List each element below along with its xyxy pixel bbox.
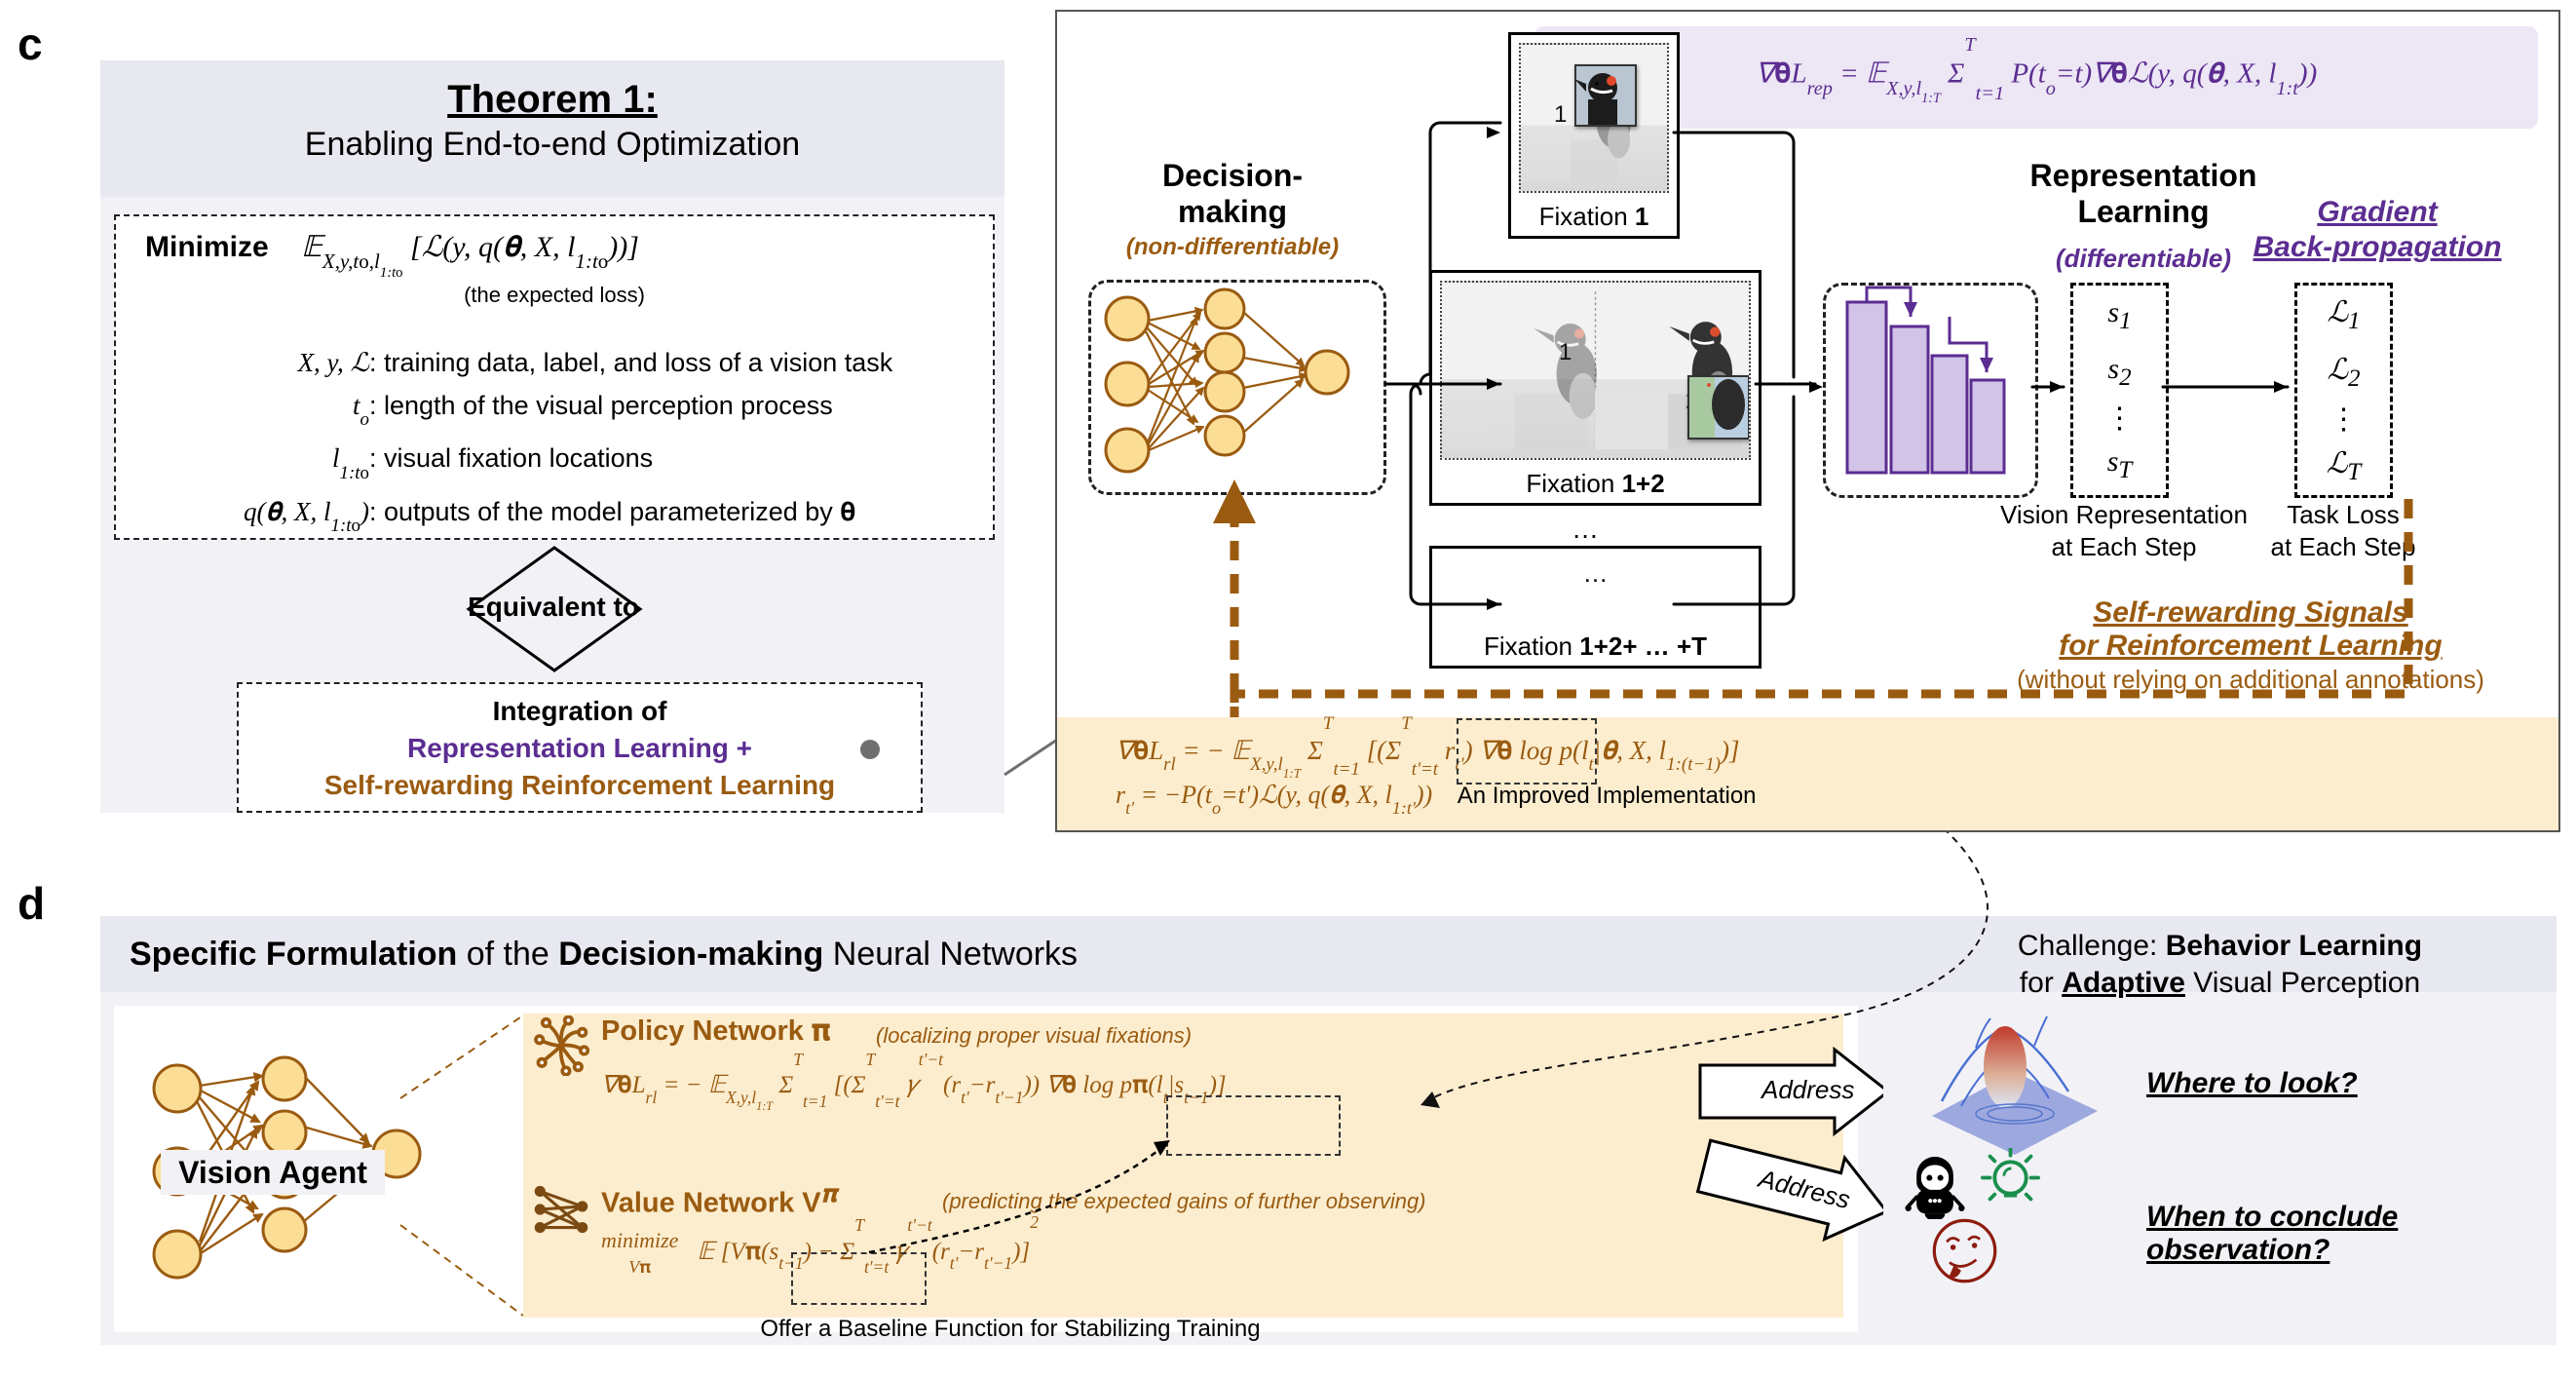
svg-text:Address: Address [1760,1075,1854,1104]
